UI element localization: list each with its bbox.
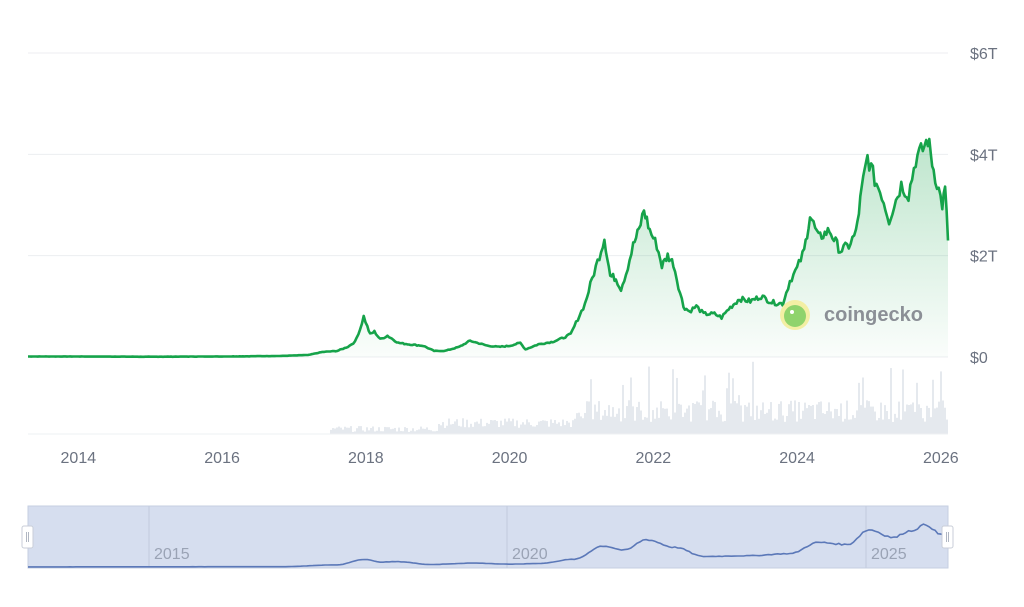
x-axis-labels: 2014 2016 2018 2020 2022 2024 2026	[61, 450, 959, 467]
volume-bars	[28, 362, 948, 434]
navigator-left-handle[interactable]	[22, 526, 33, 548]
coingecko-watermark: coingecko	[780, 300, 923, 330]
market-cap-area	[28, 139, 948, 357]
y-tick-label: $6T	[970, 46, 998, 63]
y-tick-label: $2T	[970, 249, 998, 266]
watermark-text: coingecko	[824, 304, 923, 326]
navigator-tick-label: 2020	[512, 546, 548, 563]
right-handle-grip-icon[interactable]	[942, 526, 953, 548]
y-tick-label: $0	[970, 350, 988, 367]
x-tick-label: 2016	[204, 450, 240, 467]
y-tick-label: $4T	[970, 147, 998, 164]
x-tick-label: 2020	[492, 450, 528, 467]
navigator-tick-label: 2025	[871, 546, 907, 563]
x-tick-label: 2024	[779, 450, 815, 467]
navigator-tick-label: 2015	[154, 546, 190, 563]
x-tick-label: 2018	[348, 450, 384, 467]
left-handle-grip-icon[interactable]	[22, 526, 33, 548]
y-axis-labels: $0 $2T $4T $6T	[970, 46, 998, 367]
x-tick-label: 2022	[636, 450, 672, 467]
x-tick-label: 2026	[923, 450, 959, 467]
x-tick-label: 2014	[61, 450, 97, 467]
gecko-logo-icon	[784, 305, 806, 327]
range-navigator[interactable]: 2015 2020 2025	[22, 506, 953, 568]
navigator-right-handle[interactable]	[942, 526, 953, 548]
gecko-eye-icon	[790, 310, 794, 314]
